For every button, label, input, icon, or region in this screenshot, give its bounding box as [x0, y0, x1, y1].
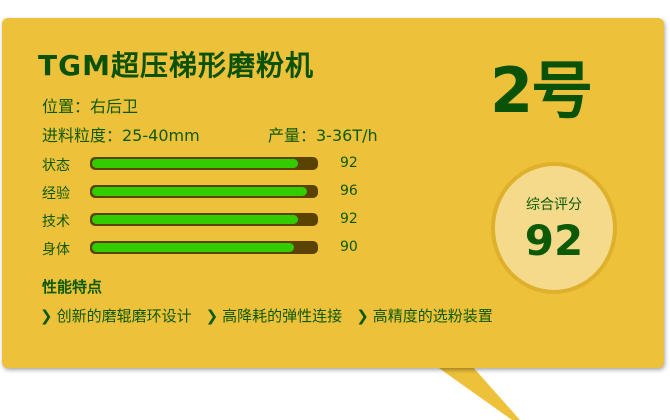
- score-caption: 综合评分: [526, 197, 582, 213]
- product-title: TGM超压梯形磨粉机: [38, 49, 314, 82]
- stat-label: 身体: [42, 242, 70, 258]
- features-list: ❯ 创新的磨辊磨环设计 ❯ 高降耗的弹性连接 ❯ 高精度的选粉装置: [40, 305, 493, 326]
- stat-label: 技术: [42, 214, 70, 230]
- feed-size-text: 进料粒度：25-40mm: [42, 126, 200, 145]
- stat-value: 96: [340, 183, 358, 199]
- stat-bar: [90, 241, 318, 254]
- stat-value: 92: [340, 155, 358, 171]
- score-value: 92: [524, 216, 584, 265]
- stat-bar-fill: [92, 159, 299, 168]
- output-text: 产量：3-36T/h: [268, 126, 378, 145]
- overall-score-badge: 综合评分 92: [491, 162, 617, 294]
- stat-bar: [90, 157, 318, 170]
- feature-item: ❯ 创新的磨辊磨环设计: [40, 307, 192, 325]
- stat-value: 90: [340, 239, 358, 255]
- chevron-right-icon: ❯: [205, 307, 219, 325]
- features-heading: 性能特点: [42, 278, 103, 296]
- stat-label: 经验: [42, 186, 70, 202]
- stat-bar: [90, 213, 318, 226]
- player-number: 2号: [490, 54, 593, 127]
- position-text: 位置：右后卫: [42, 97, 139, 116]
- feature-item: ❯ 高降耗的弹性连接: [205, 307, 343, 325]
- stat-value: 92: [340, 211, 358, 227]
- chevron-right-icon: ❯: [356, 307, 369, 325]
- feature-item: ❯ 高精度的选粉装置: [356, 307, 493, 325]
- stat-label: 状态: [42, 158, 70, 174]
- stat-bar: [90, 185, 318, 198]
- stat-bar-fill: [92, 243, 294, 252]
- chevron-right-icon: ❯: [40, 307, 53, 325]
- stat-bar-fill: [92, 187, 308, 196]
- stat-bar-fill: [92, 215, 299, 224]
